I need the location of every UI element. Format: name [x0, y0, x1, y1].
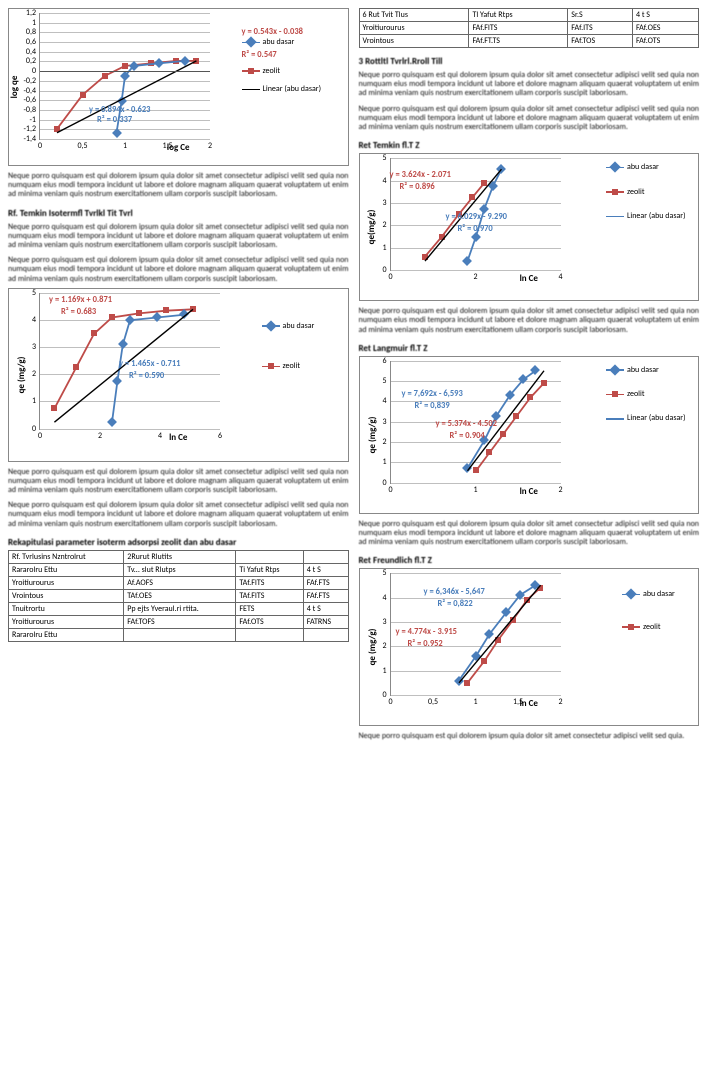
chart3-legend: abu dasar zeolit Linear (abu dasar): [606, 162, 702, 223]
chart3-r2-blue: R² = 0.970: [458, 224, 493, 234]
chart5-xlabel: ln Ce: [364, 698, 695, 709]
lg-linear: Linear (abu dasar): [263, 84, 322, 94]
heading-r4: Ret Freundlich fl.T Z: [359, 555, 700, 566]
para-r3: Neque porro quisquam est qui dolorem ips…: [359, 520, 700, 548]
chart2-eq-blue: y = 1.465x - 0.711: [119, 359, 180, 369]
chart3-eq-blue: y = 6.029x - 9.290: [446, 212, 507, 222]
chart4-xlabel: ln Ce: [364, 486, 695, 497]
table-top-right: 6 Rut Tvit TlusTl Yafut RtpsSr.S4 t SYro…: [359, 8, 700, 48]
chart1-r2-red: R² = 0.547: [242, 50, 352, 60]
chart5-eq-red: y = 4.774x - 3.915: [396, 627, 457, 637]
chart1-eq-red: y = 0.543x - 0.038: [242, 27, 352, 37]
heading-r2: Ret Temkin fl.T Z: [359, 140, 700, 151]
chart3-xlabel: ln Ce: [364, 273, 695, 284]
chart5: qe (mg/g) 54321000,511,52 y = 6,346x - 5…: [359, 568, 700, 726]
chart1-legend: y = 0.543x - 0.038 abu dasar R² = 0.547 …: [242, 27, 352, 97]
chart4: qe (mg/g) 6543210012 y = 7,692x - 6,593 …: [359, 356, 700, 514]
heading-temkin: Rf. Temkin Isotermfl Tvrlkl Tit Tvrl: [8, 208, 349, 219]
chart5-eq-blue: y = 6,346x - 5,647: [424, 587, 485, 597]
chart5-legend: abu dasar zeolit: [622, 589, 702, 634]
lg-abu: abu dasar: [263, 37, 295, 47]
chart1-eq-blue: y = 0.894x - 0.623: [89, 105, 150, 115]
left-column: log qe 1,210,80,60,40,20-0,2-0,4-0,6-0,8…: [8, 8, 349, 741]
chart4-r2-red: R² = 0.904: [450, 431, 485, 441]
para-4: Neque porro quisquam est qui dolorem ips…: [8, 501, 349, 529]
chart4-eq-red: y = 5.374x - 4.502: [436, 419, 497, 429]
chart5-r2-red: R² = 0.952: [408, 639, 443, 649]
para-2b: Neque porro quisquam est qui dolorem ips…: [8, 256, 349, 284]
chart2-legend: abu dasar zeolit: [262, 321, 352, 374]
para-r1: Neque porro quisquam est qui dolorem ips…: [359, 71, 700, 99]
chart3: qe(mg/g) 543210024 y = 3.624x - 2.071 R²…: [359, 153, 700, 301]
chart1-xlabel: log Ce: [13, 142, 344, 153]
chart1-r2-blue: R² = 0.337: [97, 115, 132, 125]
chart5-r2-blue: R² = 0,822: [438, 599, 473, 609]
right-column: 6 Rut Tvit TlusTl Yafut RtpsSr.S4 t SYro…: [359, 8, 700, 741]
chart2-r2-red: R² = 0.683: [61, 307, 96, 317]
para-1: Neque porro quisquam est qui dolorem ips…: [8, 172, 349, 200]
heading-r3: Ret Langmuir fl.T Z: [359, 343, 700, 354]
chart2-r2-blue: R² = 0.590: [129, 371, 164, 381]
chart2-xlabel: ln Ce: [13, 432, 344, 443]
para-3: Neque porro quisquam est qui dolorem ips…: [8, 468, 349, 496]
table-caption: Rekapitulasi parameter isoterm adsorpsi …: [8, 537, 349, 548]
heading-r1: 3 Rottltl Tvrlrl.Rroll Till: [359, 56, 700, 67]
chart3-eq-red: y = 3.624x - 2.071: [390, 170, 451, 180]
chart2-eq-red: y = 1.169x + 0.871: [49, 295, 112, 305]
chart4-legend: abu dasar zeolit Linear (abu dasar): [606, 365, 702, 426]
lg-zeolit: zeolit: [263, 66, 281, 76]
chart-temkin-left: qe (mg/g) 5432100246 y = 1.169x + 0.871 …: [8, 288, 349, 462]
para-2: Neque porro quisquam est qui dolorem ips…: [8, 223, 349, 251]
chart-freundlich: log qe 1,210,80,60,40,20-0,2-0,4-0,6-0,8…: [8, 8, 349, 166]
chart4-eq-blue: y = 7,692x - 6,593: [402, 389, 463, 399]
para-r1b: Neque porro quisquam est qui dolorem ips…: [359, 105, 700, 133]
chart3-r2-red: R² = 0.896: [400, 182, 435, 192]
table-parameters: Rf. Tvrlusins Nzntrolrut2Rurut RlutitsRa…: [8, 550, 349, 642]
para-r2: Neque porro quisquam est qui dolorem ips…: [359, 307, 700, 335]
para-r4: Neque porro quisquam est qui dolorem ips…: [359, 732, 700, 741]
chart4-r2-blue: R² = 0,839: [415, 401, 450, 411]
